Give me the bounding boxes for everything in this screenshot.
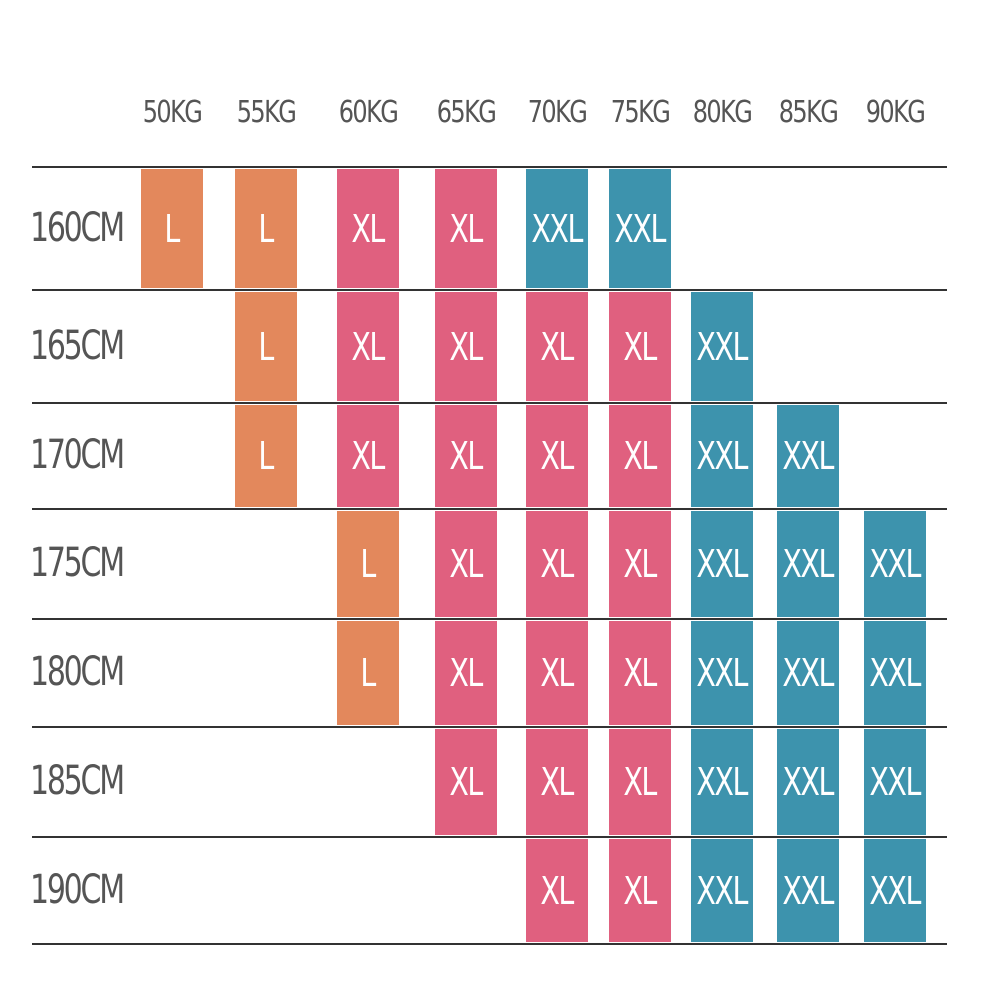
- row-label: 180CM: [30, 649, 125, 695]
- column-header: 85KG: [778, 95, 839, 130]
- size-cell: XXL: [777, 729, 839, 835]
- size-cell: XL: [526, 511, 588, 617]
- size-cell: XL: [337, 292, 399, 401]
- row-divider: [32, 943, 947, 945]
- size-cell: XL: [609, 621, 671, 725]
- size-cell: XXL: [864, 839, 926, 942]
- size-cell: XXL: [691, 839, 753, 942]
- size-cell: XL: [435, 405, 497, 507]
- size-cell: XL: [609, 292, 671, 401]
- column-header: 90KG: [865, 95, 926, 130]
- size-cell: L: [235, 169, 297, 288]
- size-cell: XL: [609, 729, 671, 835]
- size-cell: XXL: [526, 169, 588, 288]
- size-cell: XL: [337, 169, 399, 288]
- size-cell: XXL: [691, 511, 753, 617]
- size-cell: XL: [609, 511, 671, 617]
- size-cell: XL: [526, 729, 588, 835]
- size-cell: XXL: [691, 292, 753, 401]
- size-cell: XL: [526, 292, 588, 401]
- size-cell: XXL: [864, 621, 926, 725]
- size-cell: XL: [435, 292, 497, 401]
- column-header: 55KG: [236, 95, 297, 130]
- size-cell: L: [337, 621, 399, 725]
- column-header: 65KG: [436, 95, 497, 130]
- size-cell: XL: [526, 839, 588, 942]
- size-cell: XXL: [777, 511, 839, 617]
- size-cell: L: [235, 405, 297, 507]
- row-divider: [32, 726, 947, 728]
- size-cell: XL: [435, 621, 497, 725]
- size-cell: L: [141, 169, 203, 288]
- size-cell: XL: [435, 169, 497, 288]
- row-label: 160CM: [30, 204, 125, 251]
- size-cell: XXL: [777, 405, 839, 507]
- row-label: 175CM: [30, 540, 125, 586]
- row-divider: [32, 508, 947, 510]
- row-divider: [32, 618, 947, 620]
- row-label: 185CM: [30, 758, 125, 804]
- row-divider: [32, 402, 947, 404]
- size-cell: L: [337, 511, 399, 617]
- row-label: 190CM: [30, 866, 125, 913]
- column-header: 75KG: [610, 95, 671, 130]
- column-header: 60KG: [338, 95, 399, 130]
- size-cell: XL: [435, 511, 497, 617]
- size-cell: XL: [526, 621, 588, 725]
- column-header: 80KG: [692, 95, 753, 130]
- size-cell: XXL: [691, 621, 753, 725]
- size-cell: XXL: [864, 729, 926, 835]
- column-header: 70KG: [527, 95, 588, 130]
- row-label: 165CM: [30, 322, 125, 369]
- row-divider: [32, 836, 947, 838]
- size-cell: XL: [609, 405, 671, 507]
- size-cell: XXL: [777, 621, 839, 725]
- size-cell: XXL: [691, 729, 753, 835]
- row-divider: [32, 166, 947, 168]
- size-cell: XXL: [864, 511, 926, 617]
- size-cell: XXL: [609, 169, 671, 288]
- column-header: 50KG: [142, 95, 203, 130]
- row-label: 170CM: [30, 432, 125, 478]
- size-cell: XXL: [691, 405, 753, 507]
- size-cell: XL: [337, 405, 399, 507]
- size-cell: XL: [435, 729, 497, 835]
- size-cell: XL: [526, 405, 588, 507]
- size-cell: XL: [609, 839, 671, 942]
- size-cell: L: [235, 292, 297, 401]
- row-divider: [32, 289, 947, 291]
- size-cell: XXL: [777, 839, 839, 942]
